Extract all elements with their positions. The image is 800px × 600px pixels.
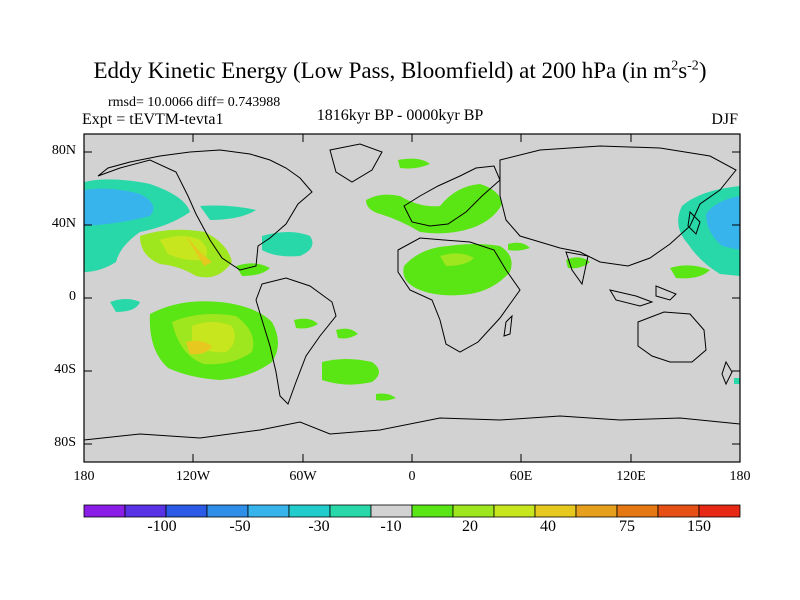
- colorbar-swatch-9: [452, 504, 495, 518]
- lat-label-40n: 40N: [51, 216, 76, 231]
- colorbar-label-neg50: -50: [229, 518, 251, 535]
- season-label: DJF: [711, 111, 738, 128]
- colorbar-label-40: 40: [540, 518, 556, 535]
- axis-ticks: [83, 134, 741, 462]
- colorbar-swatch-8: [411, 504, 454, 518]
- colorbar-swatch-0: [83, 504, 126, 518]
- period-label: 1816kyr BP - 0000kyr BP: [316, 107, 484, 124]
- colorbar-swatch-7: [370, 504, 413, 518]
- colorbar-swatch-15: [698, 504, 741, 518]
- lat-label-0: 0: [69, 289, 76, 304]
- rmsd-diff-stats: rmsd= 10.0066 diff= 0.743988: [108, 95, 281, 110]
- coastlines: [84, 143, 740, 441]
- colorbar-swatch-2: [165, 504, 208, 518]
- colorbar-swatch-13: [616, 504, 659, 518]
- anomaly-fields: [84, 158, 740, 401]
- lat-label-80n: 80N: [51, 143, 76, 158]
- lon-label-0: 0: [408, 469, 416, 484]
- lon-label-60e: 60E: [509, 469, 533, 484]
- lon-label-180e: 180: [729, 469, 751, 484]
- colorbar-swatch-12: [575, 504, 618, 518]
- colorbar-swatch-11: [534, 504, 577, 518]
- colorbar-label-neg100: -100: [147, 518, 177, 535]
- colorbar-swatch-1: [124, 504, 167, 518]
- colorbar-swatch-6: [329, 504, 372, 518]
- lat-label-80s: 80S: [54, 435, 76, 450]
- map-background: [84, 134, 740, 462]
- colorbar-label-neg30: -30: [308, 518, 330, 535]
- colorbar-label-20: 20: [462, 518, 478, 535]
- colorbar-swatch-14: [657, 504, 700, 518]
- lon-label-120w: 120W: [175, 469, 211, 484]
- lon-label-180w: 180: [73, 469, 95, 484]
- colorbar-swatch-5: [288, 504, 331, 518]
- lon-label-60w: 60W: [289, 469, 317, 484]
- experiment-label: Expt = tEVTM-tevta1: [82, 111, 224, 128]
- colorbar-swatch-10: [493, 504, 536, 518]
- colorbar-label-neg10: -10: [380, 518, 402, 535]
- colorbar-swatch-3: [206, 504, 249, 518]
- colorbar-label-150: 150: [687, 518, 711, 535]
- lat-label-40s: 40S: [54, 362, 76, 377]
- plot-title: Eddy Kinetic Energy (Low Pass, Bloomfiel…: [93, 58, 707, 83]
- colorbar-label-75: 75: [619, 518, 635, 535]
- colorbar-swatch-4: [247, 504, 290, 518]
- colorbar: [83, 504, 741, 518]
- lon-label-120e: 120E: [616, 469, 646, 484]
